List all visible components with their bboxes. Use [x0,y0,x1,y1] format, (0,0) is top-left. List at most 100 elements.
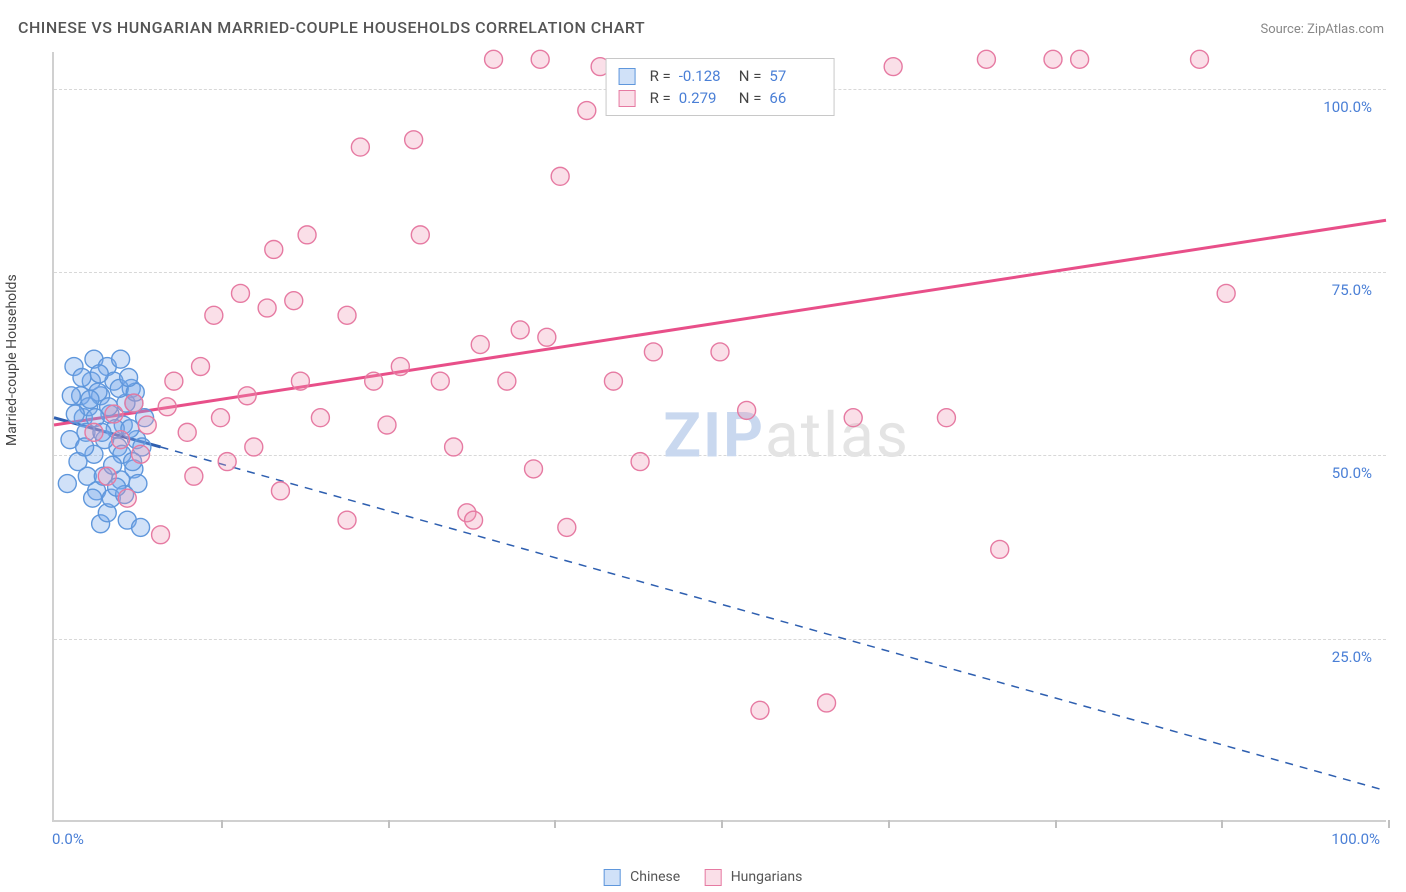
scatter-point [738,401,756,419]
scatter-point [132,445,150,463]
scatter-point [66,405,84,423]
x-origin-label: 0.0% [52,830,84,848]
scatter-point [85,423,103,441]
scatter-point [558,518,576,536]
scatter-point [158,398,176,416]
scatter-point [338,306,356,324]
n-label-2: N = [739,89,762,107]
scatter-point [192,358,210,376]
x-tick [221,820,223,828]
legend-item-1: Chinese [604,869,681,886]
scatter-point [98,467,116,485]
scatter-point [531,50,549,68]
scatter-point [205,306,223,324]
scatter-point [73,369,91,387]
x-tick [1388,820,1390,828]
scatter-point [118,489,136,507]
scatter-point [231,284,249,302]
scatter-point [365,372,383,390]
legend-item-2: Hungarians [704,869,802,886]
scatter-point [81,390,99,408]
bottom-legend: Chinese Hungarians [604,869,803,886]
scatter-points [54,52,1386,820]
scatter-point [185,467,203,485]
scatter-point [751,701,769,719]
scatter-point [711,343,729,361]
scatter-point [311,409,329,427]
x-tick [1055,820,1057,828]
scatter-point [405,131,423,149]
r-label-2: R = [650,89,671,107]
scatter-point [991,540,1009,558]
scatter-point [465,511,483,529]
scatter-point [84,489,102,507]
r-label-1: R = [650,67,671,85]
legend-swatch-1-icon [604,869,621,886]
scatter-point [884,58,902,76]
scatter-point [62,387,80,405]
scatter-point [498,372,516,390]
scatter-point [178,423,196,441]
scatter-point [937,409,955,427]
scatter-point [411,226,429,244]
scatter-point [538,328,556,346]
scatter-point [1191,50,1209,68]
x-tick [1221,820,1223,828]
legend-label-1: Chinese [630,869,680,885]
scatter-point [511,321,529,339]
stats-row-2: R = 0.279 N = 66 [619,87,822,109]
scatter-point [258,299,276,317]
x-max-label: 100.0% [1331,830,1380,848]
scatter-point [578,102,596,120]
legend-swatch-2-icon [704,869,721,886]
r-value-1: -0.128 [679,67,731,85]
legend-label-2: Hungarians [731,869,803,885]
scatter-point [105,405,123,423]
scatter-point [58,475,76,493]
scatter-point [551,167,569,185]
scatter-point [471,336,489,354]
scatter-point [291,372,309,390]
x-tick [554,820,556,828]
scatter-point [298,226,316,244]
scatter-point [378,416,396,434]
scatter-point [285,292,303,310]
scatter-point [120,369,138,387]
scatter-point [271,482,289,500]
scatter-point [90,365,108,383]
source-attribution: Source: ZipAtlas.com [1260,22,1384,37]
scatter-point [391,358,409,376]
r-value-2: 0.279 [679,89,731,107]
scatter-point [445,438,463,456]
scatter-point [351,138,369,156]
scatter-point [238,387,256,405]
scatter-point [818,694,836,712]
scatter-point [165,372,183,390]
scatter-point [338,511,356,529]
scatter-point [218,453,236,471]
scatter-point [1044,50,1062,68]
x-tick [388,820,390,828]
scatter-point [631,453,649,471]
scatter-point [525,460,543,478]
scatter-point [112,431,130,449]
scatter-point [977,50,995,68]
scatter-point [245,438,263,456]
scatter-point [844,409,862,427]
y-axis-label: Married-couple Households [4,274,20,446]
chart-title: CHINESE VS HUNGARIAN MARRIED-COUPLE HOUS… [18,18,645,37]
n-value-2: 66 [769,89,821,107]
scatter-point [212,409,230,427]
n-value-1: 57 [769,67,821,85]
scatter-point [604,372,622,390]
scatter-point [112,350,130,368]
plot-area: 25.0%50.0%75.0%100.0% ZIPatlas R = -0.12… [52,52,1386,822]
scatter-point [1217,284,1235,302]
scatter-point [1071,50,1089,68]
x-tick [888,820,890,828]
scatter-point [644,343,662,361]
scatter-point [265,241,283,259]
scatter-point [125,394,143,412]
x-tick [721,820,723,828]
scatter-point [431,372,449,390]
